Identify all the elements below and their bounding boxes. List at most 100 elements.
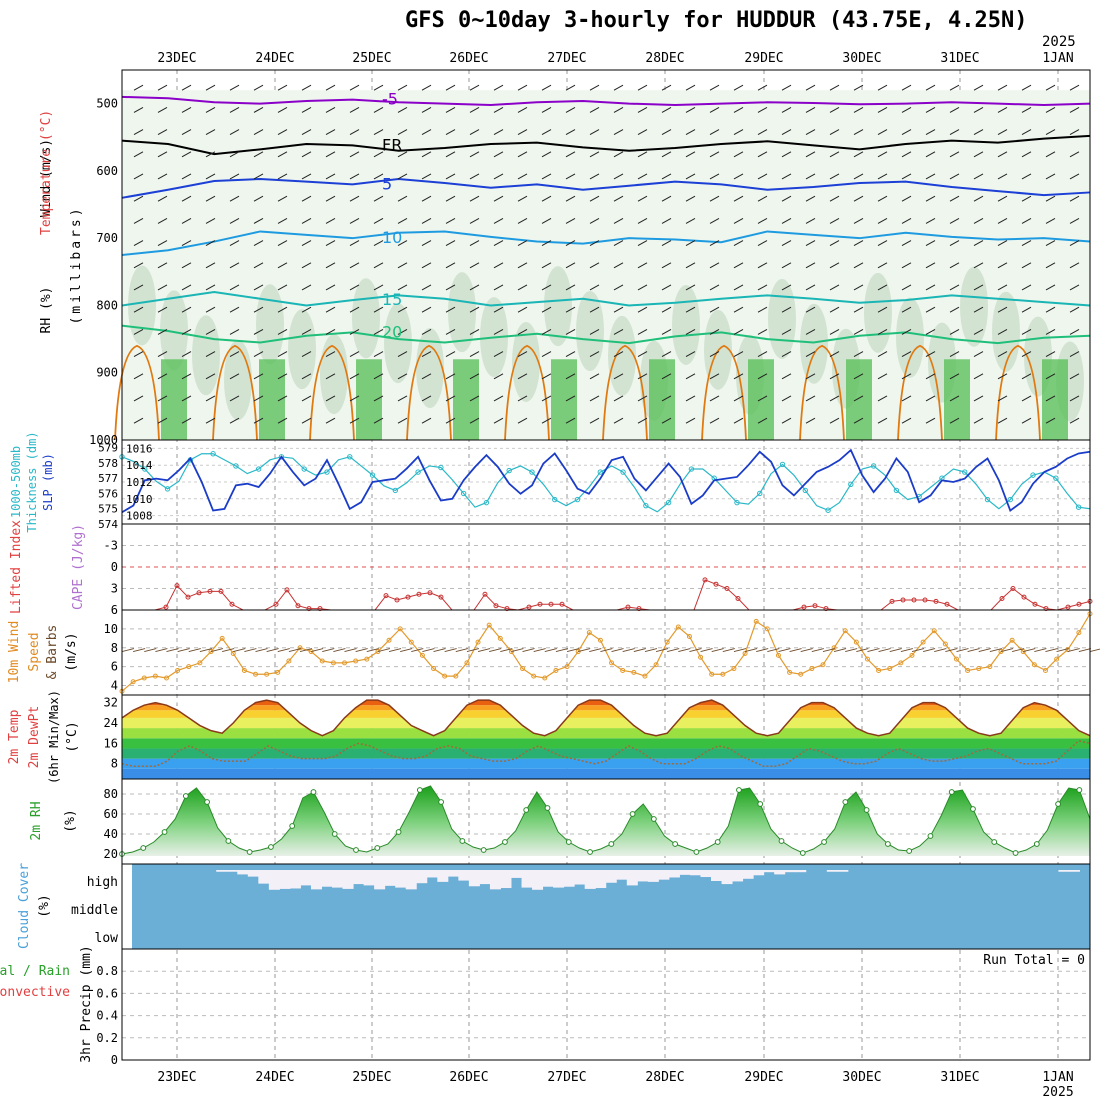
thickness-point xyxy=(142,466,148,472)
wind-barb xyxy=(685,284,696,291)
wind-barb xyxy=(133,284,144,291)
wind-barb xyxy=(181,262,192,269)
surface-barb xyxy=(900,648,913,652)
li-point xyxy=(273,601,279,607)
wind-speed-point xyxy=(564,664,570,670)
rh-high-band xyxy=(551,359,577,440)
wind-barb xyxy=(229,195,240,202)
wind-barb xyxy=(973,262,984,269)
li-point xyxy=(713,581,719,587)
wind-speed-point xyxy=(152,673,158,679)
date-label-bottom: 25DEC xyxy=(352,1070,391,1085)
precip-tick: 0.2 xyxy=(96,1031,118,1045)
wind-barb xyxy=(637,395,648,402)
wind-barb xyxy=(973,395,984,402)
surface-temp-contour xyxy=(309,344,355,441)
wind-barb xyxy=(853,395,864,402)
wind-barb xyxy=(205,195,216,202)
thickness-point xyxy=(255,466,262,472)
wind-barb xyxy=(301,262,312,269)
wind-barb xyxy=(1069,395,1080,402)
wind-barb xyxy=(1069,417,1080,424)
wind-barb xyxy=(1069,284,1080,291)
wind-barb xyxy=(253,417,264,424)
wind-barb xyxy=(277,173,288,180)
wind-barb xyxy=(421,284,432,291)
cloud-bar xyxy=(721,870,733,885)
run-total: Run Total = 0 xyxy=(983,953,1085,968)
wind-barb xyxy=(397,106,408,113)
wind-barb xyxy=(1069,373,1080,380)
rh-blob xyxy=(352,278,380,359)
wind-barb xyxy=(253,173,264,180)
wind-barb xyxy=(493,284,504,291)
wind-barb xyxy=(613,395,624,402)
wind-barb xyxy=(853,417,864,424)
wind-barb xyxy=(253,328,264,335)
wind-barb xyxy=(325,173,336,180)
slp-line xyxy=(121,448,1091,514)
wind-speed-point xyxy=(297,645,303,651)
ylabel-speed: Speed xyxy=(27,632,42,671)
cloud-bar xyxy=(489,870,501,890)
wind-speed-point xyxy=(586,630,592,636)
li-point xyxy=(284,587,290,593)
thickness-point xyxy=(893,487,900,494)
wind-barb xyxy=(589,395,600,402)
wind-speed-point xyxy=(319,658,325,664)
thickness-point xyxy=(529,469,535,475)
pressure-tick: 500 xyxy=(96,97,118,111)
wind-barb xyxy=(181,284,192,291)
wind-barb xyxy=(157,84,168,91)
wind-barb xyxy=(469,129,480,136)
wind-barb xyxy=(637,217,648,224)
wind-barb xyxy=(181,129,192,136)
rh-high-band xyxy=(1042,359,1068,440)
slp-tick: 1012 xyxy=(126,476,153,489)
wind-barb xyxy=(613,306,624,313)
wind-barb xyxy=(373,173,384,180)
cloud-bar xyxy=(226,870,238,872)
wind-barb xyxy=(133,373,144,380)
wind-barb xyxy=(421,173,432,180)
thickness-tick: 574 xyxy=(98,518,118,531)
cloud-bar xyxy=(658,870,670,880)
li-point xyxy=(812,603,818,609)
wind-barb xyxy=(997,306,1008,313)
cloud-bar xyxy=(395,870,407,888)
wind-barb xyxy=(421,373,432,380)
ylabel-barbs: & Barbs xyxy=(45,625,60,680)
wind-speed-point xyxy=(208,649,214,655)
wind-barb xyxy=(325,129,336,136)
wind-barb xyxy=(205,240,216,247)
wind-speed-point xyxy=(864,656,870,662)
wind-speed-point xyxy=(642,673,648,679)
rh-tick: 80 xyxy=(104,787,118,801)
wind-barb xyxy=(133,173,144,180)
rh-blob xyxy=(512,321,540,402)
wind-speed-point xyxy=(631,669,637,675)
date-label-bottom: 26DEC xyxy=(449,1070,488,1085)
cloud-bar xyxy=(553,870,565,888)
wind-barb xyxy=(661,262,672,269)
rh-point xyxy=(459,838,466,844)
wind-barb xyxy=(373,417,384,424)
wind-barb xyxy=(901,173,912,180)
wind-barb xyxy=(541,240,552,247)
surface-barb xyxy=(311,648,324,652)
wind-barb xyxy=(1045,240,1056,247)
wind-barb xyxy=(1045,351,1056,358)
cloud-bar xyxy=(289,870,301,889)
wind-barb xyxy=(637,373,648,380)
wind-speed-point xyxy=(419,652,425,658)
wind-barb xyxy=(421,195,432,202)
surface-barb xyxy=(400,648,413,652)
wind-barb xyxy=(637,195,648,202)
surface-barb xyxy=(266,648,279,652)
wind-barb xyxy=(685,106,696,113)
wind-speed-point xyxy=(1031,662,1037,668)
li-point xyxy=(207,588,213,594)
wind-speed-point xyxy=(775,652,781,658)
wind-barb xyxy=(397,395,408,402)
wind-barb xyxy=(781,306,792,313)
